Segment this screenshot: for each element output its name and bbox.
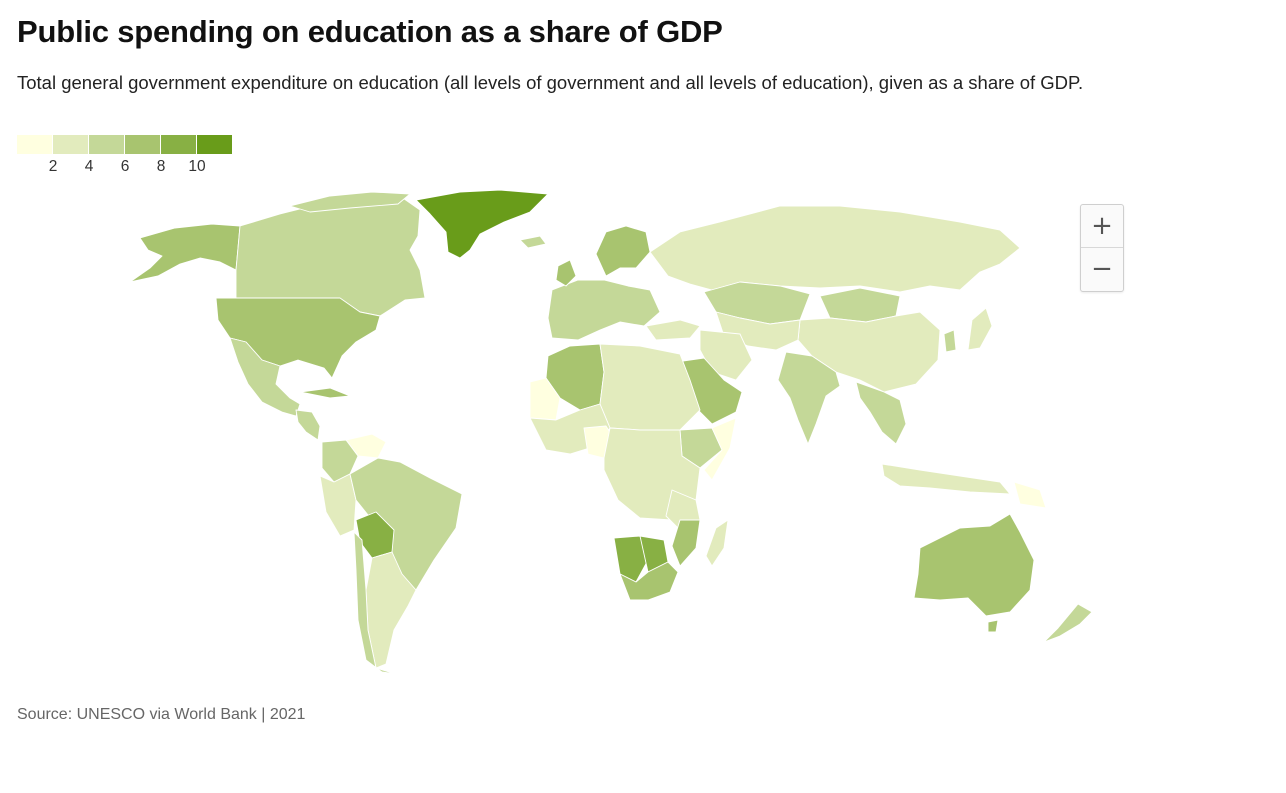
legend-label: 10: [188, 158, 206, 175]
zoom-out-button[interactable]: −: [1091, 254, 1113, 284]
chart-title: Public spending on education as a share …: [17, 14, 723, 49]
country-mexico[interactable]: [229, 337, 301, 417]
color-legend: 2 4 6 8 10: [17, 135, 233, 175]
country-south-africa[interactable]: [619, 561, 679, 601]
country-tasmania[interactable]: [987, 619, 999, 633]
country-somalia[interactable]: [703, 417, 737, 481]
country-mozambique[interactable]: [671, 519, 701, 567]
country-europe-west[interactable]: [547, 279, 661, 341]
country-namibia[interactable]: [613, 535, 649, 583]
country-mauritania[interactable]: [529, 377, 561, 421]
legend-swatch: [17, 135, 52, 154]
country-australia[interactable]: [913, 513, 1035, 617]
zoom-in-button[interactable]: +: [1091, 211, 1113, 241]
zoom-divider: [1081, 247, 1123, 248]
legend-swatch: [125, 135, 160, 154]
country-chile[interactable]: [353, 531, 397, 675]
legend-label: 6: [120, 158, 130, 175]
country-turkey[interactable]: [645, 319, 701, 341]
country-korea[interactable]: [943, 329, 957, 353]
legend-swatch: [161, 135, 196, 154]
country-india[interactable]: [777, 351, 841, 445]
country-madagascar[interactable]: [705, 519, 729, 567]
country-canada-islands[interactable]: [289, 191, 411, 213]
country-uk[interactable]: [555, 259, 577, 287]
country-indonesia[interactable]: [881, 463, 1011, 495]
country-north-africa[interactable]: [599, 343, 701, 431]
country-iceland[interactable]: [519, 235, 547, 249]
legend-swatch: [89, 135, 124, 154]
chart-subtitle: Total general government expenditure on …: [17, 72, 1084, 93]
country-russia[interactable]: [649, 205, 1021, 293]
legend-swatch: [53, 135, 88, 154]
country-central-america[interactable]: [295, 409, 321, 441]
legend-label: 4: [84, 158, 94, 175]
world-map-svg[interactable]: [0, 185, 1286, 685]
legend-swatch: [197, 135, 232, 154]
country-mongolia[interactable]: [819, 287, 901, 323]
country-peru[interactable]: [319, 473, 357, 537]
country-japan[interactable]: [967, 307, 993, 351]
legend-label: 8: [156, 158, 166, 175]
zoom-control: + −: [1080, 204, 1124, 292]
country-new-zealand[interactable]: [1043, 603, 1093, 643]
world-map[interactable]: [0, 185, 1286, 685]
country-southeast-asia[interactable]: [855, 381, 907, 445]
legend-labels: 2 4 6 8 10: [17, 154, 233, 175]
legend-label: 2: [48, 158, 58, 175]
legend-swatches: [17, 135, 233, 154]
country-scandinavia[interactable]: [595, 225, 651, 277]
country-alaska[interactable]: [129, 223, 241, 283]
country-cuba[interactable]: [299, 387, 351, 399]
country-papua-new-guinea[interactable]: [1013, 481, 1047, 509]
source-note: Source: UNESCO via World Bank | 2021: [17, 706, 306, 723]
country-greenland[interactable]: [415, 189, 549, 259]
